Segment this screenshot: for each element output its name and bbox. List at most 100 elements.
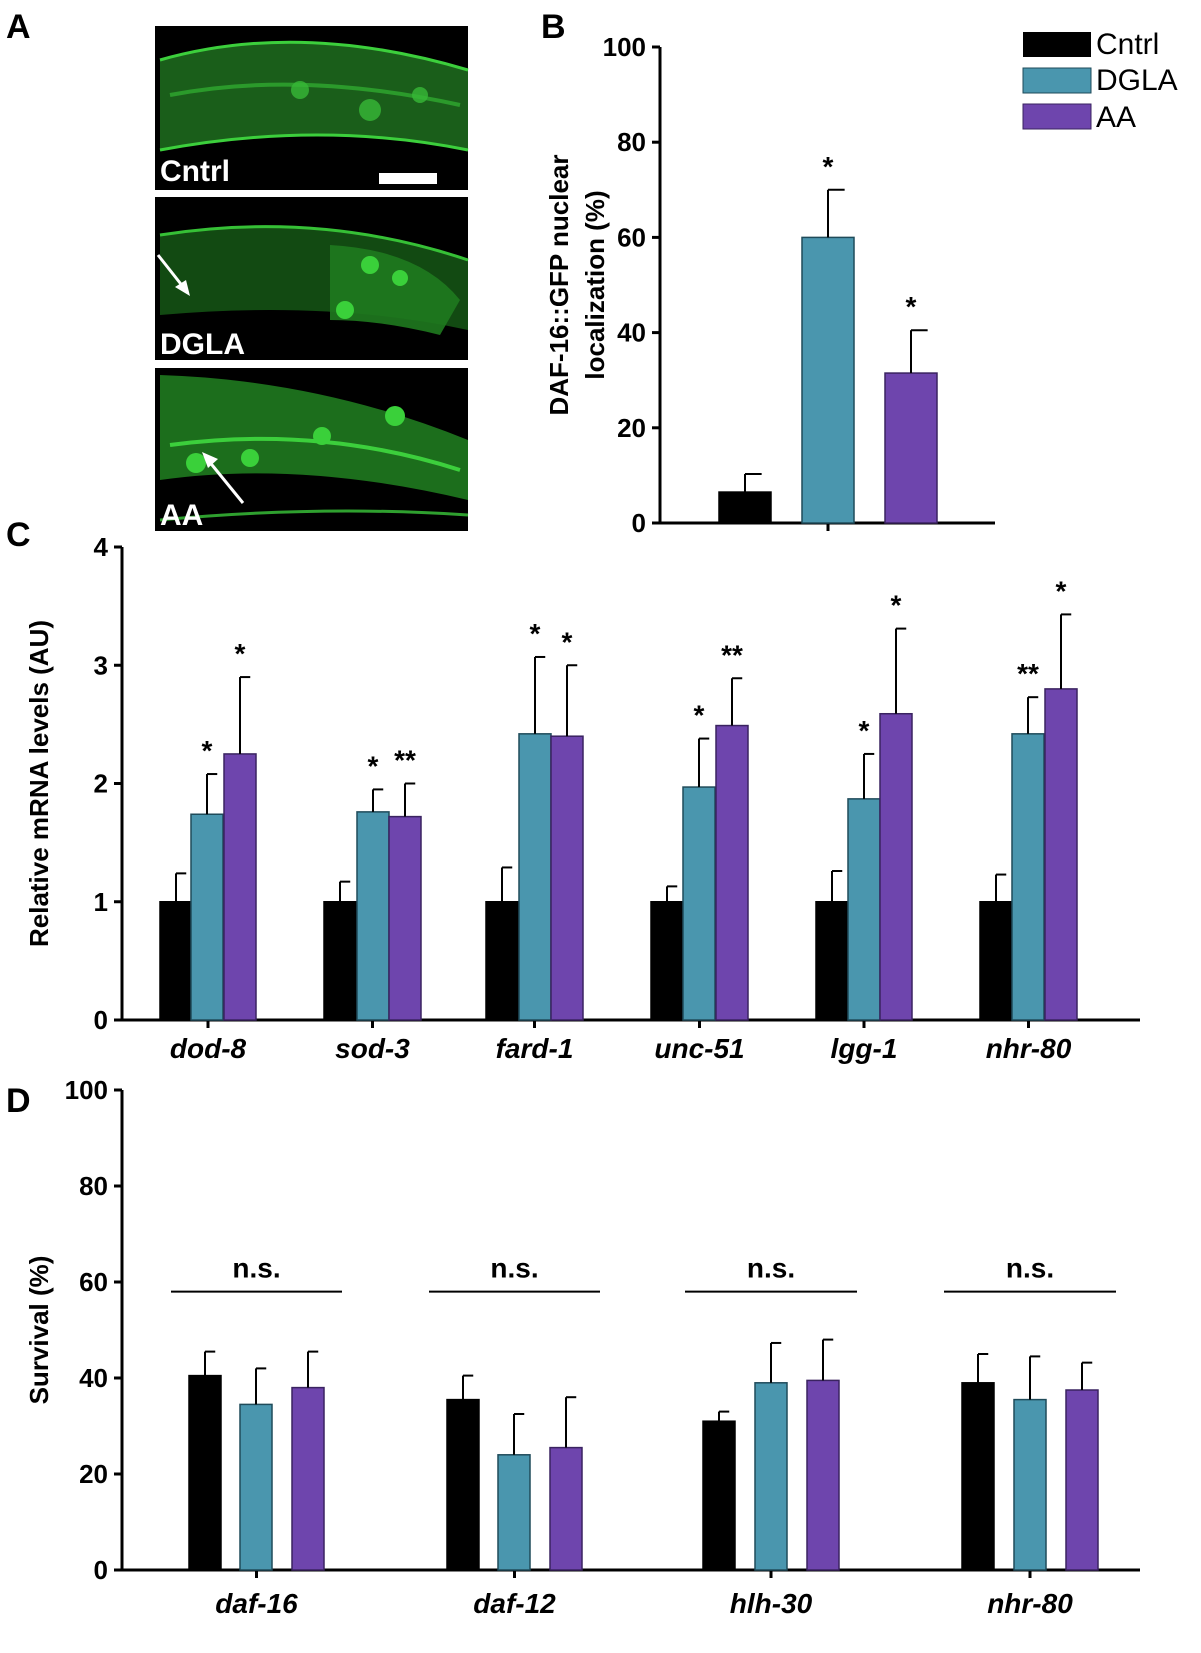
significance-label: * — [1056, 575, 1067, 606]
significance-label: ** — [721, 639, 743, 670]
y-tick-label: 4 — [94, 532, 109, 562]
bar-aa — [715, 724, 749, 1021]
significance-label: * — [562, 626, 573, 657]
y-axis-title: Relative mRNA levels (AU) — [24, 620, 54, 947]
ns-label: n.s. — [747, 1253, 795, 1284]
legend-swatch-aa — [1022, 103, 1092, 130]
y-axis-title: localization (%) — [580, 190, 610, 379]
y-tick-label: 20 — [617, 413, 646, 443]
bar-dgla — [1013, 1398, 1047, 1571]
micrograph-label-cntrl: Cntrl — [160, 155, 230, 188]
bar-dgla — [190, 813, 224, 1021]
bar-dgla — [497, 1454, 531, 1571]
y-tick-label: 20 — [79, 1459, 108, 1489]
bar-cntrl — [188, 1374, 222, 1571]
micrograph-panel: Cntrl DGLA AA — [155, 26, 469, 532]
bar-dgla — [518, 733, 552, 1021]
bar-cntrl — [961, 1382, 995, 1571]
significance-label: ** — [1017, 658, 1039, 689]
y-tick-label: 60 — [79, 1267, 108, 1297]
chart-d: 0 20 40 60 80 100 Survival (%) daf-16 daf-12 hlh-… — [24, 1075, 1140, 1619]
y-tick-label: 1 — [94, 887, 108, 917]
category-label: fard-1 — [496, 1033, 574, 1064]
y-tick-label: 3 — [94, 650, 108, 680]
category-label: nhr-80 — [986, 1033, 1072, 1064]
bar-dgla — [801, 236, 855, 524]
bar-cntrl — [815, 901, 849, 1021]
bar-aa — [879, 712, 913, 1021]
bar-aa — [1065, 1389, 1099, 1571]
significance-label: * — [235, 638, 246, 669]
y-tick-label: 0 — [94, 1555, 108, 1585]
legend-swatch-cntrl — [1023, 32, 1091, 57]
significance-label: * — [859, 715, 870, 746]
bar-cntrl — [650, 901, 684, 1021]
bar-aa — [549, 1446, 583, 1571]
y-tick-label: 100 — [65, 1075, 108, 1105]
ns-label: n.s. — [1006, 1253, 1054, 1284]
legend-label-cntrl: Cntrl — [1096, 28, 1159, 61]
y-tick-label: 80 — [617, 127, 646, 157]
legend: Cntrl DGLA AA — [1022, 28, 1178, 134]
micrograph-aa: AA — [155, 368, 469, 532]
micrograph-label-aa: AA — [160, 499, 203, 532]
significance-label: * — [823, 151, 834, 182]
bar-dgla — [682, 786, 716, 1021]
category-label: daf-16 — [215, 1588, 298, 1619]
bar-cntrl — [979, 901, 1013, 1021]
y-axis-title: DAF-16::GFP nuclear — [544, 154, 574, 415]
significance-label: * — [891, 590, 902, 621]
panel-letter-c: C — [6, 516, 31, 554]
micrograph-dgla: DGLA — [155, 197, 469, 361]
panel-letter-d: D — [6, 1082, 31, 1120]
category-label: dod-8 — [170, 1033, 247, 1064]
y-tick-label: 40 — [79, 1363, 108, 1393]
panel-letter-b: B — [541, 8, 566, 46]
ns-label: n.s. — [232, 1253, 280, 1284]
category-label: hlh-30 — [730, 1588, 813, 1619]
significance-label: * — [694, 700, 705, 731]
bar-cntrl — [159, 901, 193, 1021]
significance-label: * — [530, 618, 541, 649]
category-label: lgg-1 — [831, 1033, 898, 1064]
ns-label: n.s. — [490, 1253, 538, 1284]
bar-dgla — [754, 1382, 788, 1571]
legend-swatch-dgla — [1022, 67, 1092, 94]
bar-aa — [223, 753, 257, 1021]
bar-cntrl — [718, 491, 772, 524]
bar-dgla — [1011, 733, 1045, 1021]
micrograph-cntrl: Cntrl — [155, 26, 469, 190]
y-tick-label: 100 — [603, 32, 646, 62]
y-tick-label: 0 — [94, 1005, 108, 1035]
y-tick-label: 2 — [94, 769, 108, 799]
bar-aa — [388, 815, 422, 1021]
category-label: nhr-80 — [987, 1588, 1073, 1619]
significance-label: * — [202, 735, 213, 766]
legend-label-dgla: DGLA — [1096, 64, 1178, 97]
category-label: sod-3 — [335, 1033, 410, 1064]
chart-c: 0 1 2 3 4 Relative mRNA levels (AU) dod-8 sod-3… — [24, 532, 1140, 1064]
y-tick-label: 0 — [632, 508, 646, 538]
bar-cntrl — [446, 1398, 480, 1571]
y-tick-label: 60 — [617, 222, 646, 252]
significance-label: * — [368, 750, 379, 781]
scale-bar — [379, 173, 437, 184]
bar-cntrl — [485, 901, 519, 1021]
panel-letter-a: A — [6, 8, 31, 46]
micrograph-label-dgla: DGLA — [160, 328, 245, 361]
y-tick-label: 80 — [79, 1171, 108, 1201]
bar-aa — [884, 372, 938, 524]
bar-dgla — [239, 1403, 273, 1571]
category-label: unc-51 — [654, 1033, 744, 1064]
y-tick-label: 40 — [617, 318, 646, 348]
significance-label: * — [906, 291, 917, 322]
bar-aa — [1044, 688, 1078, 1021]
bar-aa — [291, 1386, 325, 1571]
bar-cntrl — [323, 901, 357, 1021]
bar-cntrl — [702, 1420, 736, 1571]
bar-aa — [550, 735, 584, 1021]
category-label: daf-12 — [473, 1588, 556, 1619]
bar-dgla — [356, 811, 390, 1021]
significance-label: ** — [394, 745, 416, 776]
